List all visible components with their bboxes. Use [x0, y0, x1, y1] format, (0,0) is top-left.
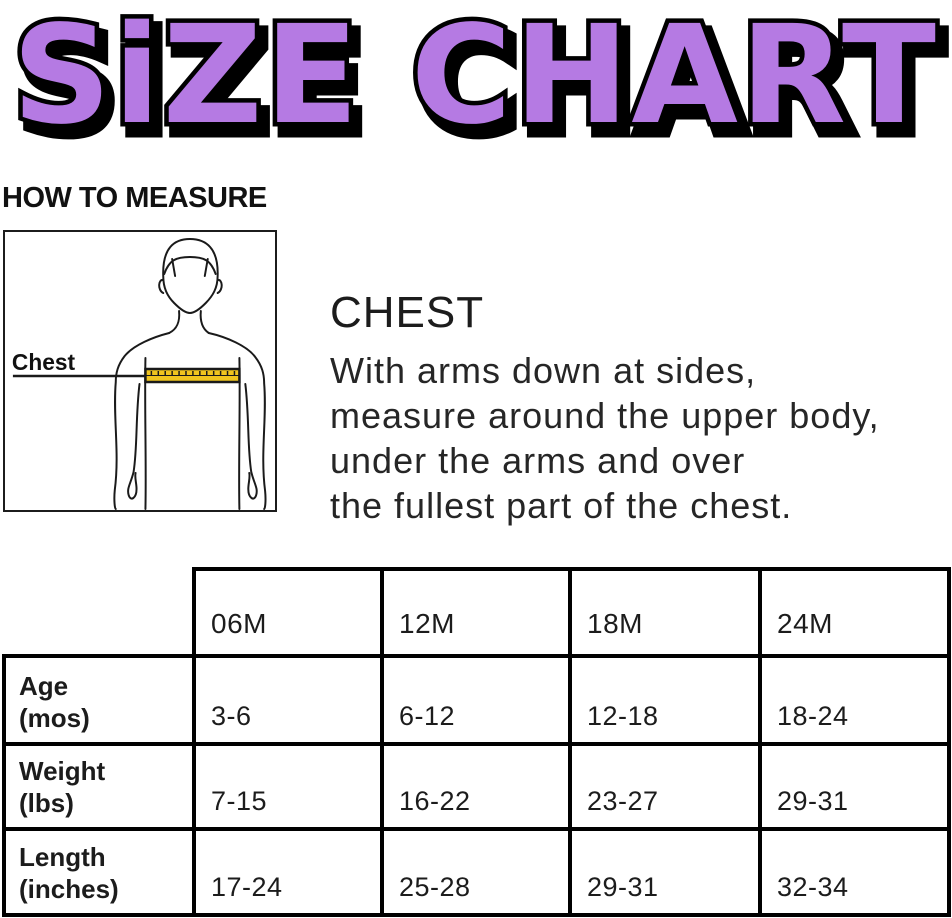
size-chart-title: SiZE CHART SiZE CHART	[8, 0, 950, 160]
column-header-18m: 18M	[568, 567, 762, 658]
table-cell: 18-24	[758, 654, 951, 746]
row-label-line: (mos)	[19, 703, 90, 733]
table-cell: 29-31	[758, 742, 951, 831]
tape-measure-icon	[144, 367, 241, 384]
table-row-length: Length (inches) 17-24 25-28 29-31 32-34	[2, 827, 951, 917]
chest-instruction-line: the fullest part of the chest.	[330, 485, 793, 526]
chest-figure-label: Chest	[12, 349, 76, 375]
column-header-24m: 24M	[758, 567, 951, 658]
table-row-weight: Weight (lbs) 7-15 16-22 23-27 29-31	[2, 742, 951, 831]
table-cell: 23-27	[568, 742, 762, 831]
column-header-12m: 12M	[380, 567, 572, 658]
table-cell: 3-6	[192, 654, 384, 746]
table-cell: 25-28	[380, 827, 572, 917]
chest-instructions: CHEST With arms down at sides, measure a…	[330, 288, 880, 528]
chest-heading: CHEST	[330, 288, 485, 337]
table-cell: 7-15	[192, 742, 384, 831]
chest-instruction-line: measure around the upper body,	[330, 395, 880, 436]
row-label-line: Age	[19, 671, 69, 701]
row-label-line: (lbs)	[19, 788, 74, 818]
torso-line-drawing	[113, 238, 267, 510]
table-corner-spacer	[4, 569, 194, 656]
chest-instruction-line: With arms down at sides,	[330, 350, 757, 391]
size-table: 06M 12M 18M 24M Age (mos) 3-6 6-12 12-18…	[2, 567, 951, 917]
table-cell: 6-12	[380, 654, 572, 746]
table-header-row: 06M 12M 18M 24M	[4, 567, 951, 658]
row-label-weight: Weight (lbs)	[2, 742, 196, 831]
table-row-age: Age (mos) 3-6 6-12 12-18 18-24	[2, 654, 951, 746]
row-label-line: (inches)	[19, 874, 119, 904]
row-label-line: Weight	[19, 756, 106, 786]
table-cell: 17-24	[192, 827, 384, 917]
row-label-age: Age (mos)	[2, 654, 196, 746]
how-to-measure-heading: HOW TO MEASURE	[2, 182, 267, 214]
measure-figure-box: Chest	[3, 230, 277, 512]
table-cell: 32-34	[758, 827, 951, 917]
chest-instruction-line: under the arms and over	[330, 440, 746, 481]
column-header-06m: 06M	[192, 567, 384, 658]
measure-figure-svg: Chest	[12, 238, 267, 510]
row-label-line: Length	[19, 842, 106, 872]
row-label-length: Length (inches)	[2, 827, 196, 917]
table-cell: 12-18	[568, 654, 762, 746]
table-cell: 29-31	[568, 827, 762, 917]
title-shadow-text: SiZE CHART	[19, 6, 945, 160]
title-text: SiZE CHART	[12, 0, 938, 155]
table-cell: 16-22	[380, 742, 572, 831]
